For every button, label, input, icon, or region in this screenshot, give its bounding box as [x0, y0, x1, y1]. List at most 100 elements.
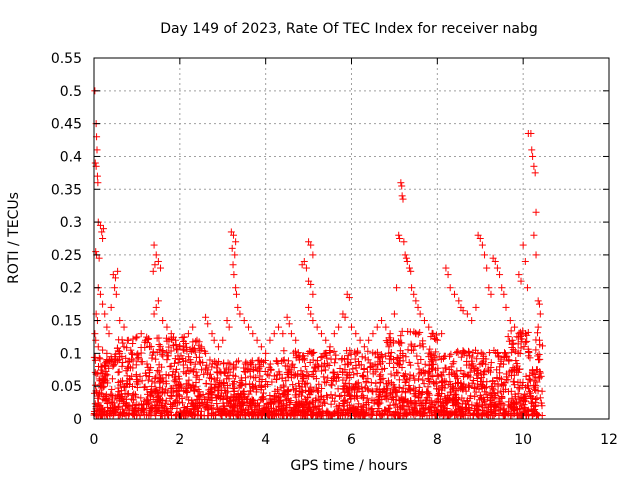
data-point — [175, 375, 183, 383]
data-point — [179, 399, 187, 407]
data-point — [143, 397, 151, 405]
data-point — [530, 385, 538, 393]
data-point — [355, 385, 363, 393]
data-point — [410, 372, 418, 380]
data-point — [335, 323, 343, 331]
data-point — [256, 372, 264, 380]
data-point — [341, 313, 349, 321]
data-point — [262, 377, 270, 385]
data-point — [170, 377, 178, 385]
data-point — [352, 330, 360, 338]
data-point — [232, 290, 240, 298]
data-point — [119, 410, 127, 418]
data-point — [485, 284, 493, 292]
data-point — [270, 372, 278, 380]
data-point — [141, 369, 149, 377]
data-point — [165, 372, 173, 380]
data-point — [252, 401, 260, 409]
data-point — [369, 349, 377, 357]
data-point — [384, 395, 392, 403]
data-point — [509, 346, 517, 354]
data-point — [235, 357, 243, 365]
data-point — [129, 335, 137, 343]
data-point — [520, 343, 528, 351]
data-point — [320, 373, 328, 381]
data-point — [468, 360, 476, 368]
data-point — [359, 372, 367, 380]
data-point — [282, 377, 290, 385]
data-point — [530, 377, 538, 385]
data-point — [120, 323, 128, 331]
data-point — [300, 354, 308, 362]
data-point — [413, 352, 421, 360]
data-point — [481, 251, 489, 259]
data-point — [154, 257, 162, 265]
data-point — [416, 328, 424, 336]
data-point — [341, 379, 349, 387]
data-point — [101, 397, 109, 405]
data-point — [406, 374, 414, 382]
data-point — [152, 412, 160, 420]
data-point — [405, 358, 413, 366]
data-point — [115, 411, 123, 419]
data-point — [512, 357, 520, 365]
data-point — [177, 408, 185, 416]
data-point — [215, 357, 223, 365]
data-point — [345, 360, 353, 368]
data-point — [301, 363, 309, 371]
data-point — [210, 336, 218, 344]
data-point — [350, 385, 358, 393]
data-point — [521, 257, 529, 265]
data-point — [330, 330, 338, 338]
data-point — [533, 378, 541, 386]
data-point — [441, 364, 449, 372]
data-point — [107, 303, 115, 311]
data-point — [334, 385, 342, 393]
data-point — [182, 407, 190, 415]
data-point — [509, 405, 517, 413]
data-point — [310, 348, 318, 356]
data-point — [526, 354, 534, 362]
data-point — [418, 368, 426, 376]
data-point — [111, 284, 119, 292]
data-point — [531, 371, 539, 379]
data-point — [500, 290, 508, 298]
data-point — [336, 411, 344, 419]
data-point — [240, 317, 248, 325]
data-point — [530, 402, 538, 410]
data-point — [309, 368, 317, 376]
data-point — [321, 399, 329, 407]
data-point — [197, 391, 205, 399]
data-point — [405, 264, 413, 272]
data-point — [489, 384, 497, 392]
data-point — [532, 251, 540, 259]
data-point — [530, 231, 538, 239]
data-point — [191, 387, 199, 395]
data-point — [202, 366, 210, 374]
data-point — [98, 228, 106, 236]
data-point — [427, 333, 435, 341]
data-point — [532, 336, 540, 344]
data-point — [123, 344, 131, 352]
data-point — [96, 355, 104, 363]
y-tick-label: 0.55 — [51, 51, 82, 67]
data-point — [206, 356, 214, 364]
data-point — [485, 349, 493, 357]
data-point — [183, 364, 191, 372]
data-point — [419, 367, 427, 375]
data-point — [424, 383, 432, 391]
data-point — [283, 362, 291, 370]
x-tick-label: 4 — [261, 432, 270, 448]
data-point — [402, 254, 410, 262]
data-point — [208, 363, 216, 371]
data-point — [501, 379, 509, 387]
data-point — [91, 356, 99, 364]
data-point — [399, 372, 407, 380]
y-tick-label: 0.45 — [51, 117, 82, 133]
data-point — [392, 400, 400, 408]
data-point — [536, 355, 544, 363]
data-point — [167, 347, 175, 355]
data-point — [399, 195, 407, 203]
data-point — [305, 303, 313, 311]
data-point — [136, 412, 144, 420]
